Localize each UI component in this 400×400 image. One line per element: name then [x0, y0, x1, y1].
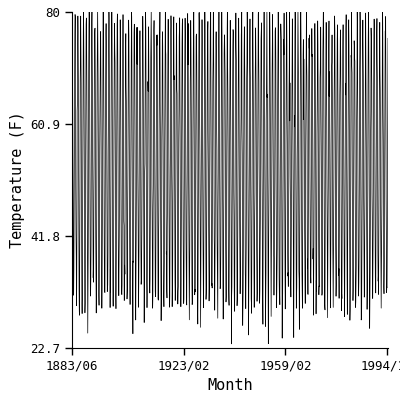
Y-axis label: Temperature (F): Temperature (F) — [10, 112, 25, 248]
X-axis label: Month: Month — [207, 378, 253, 393]
